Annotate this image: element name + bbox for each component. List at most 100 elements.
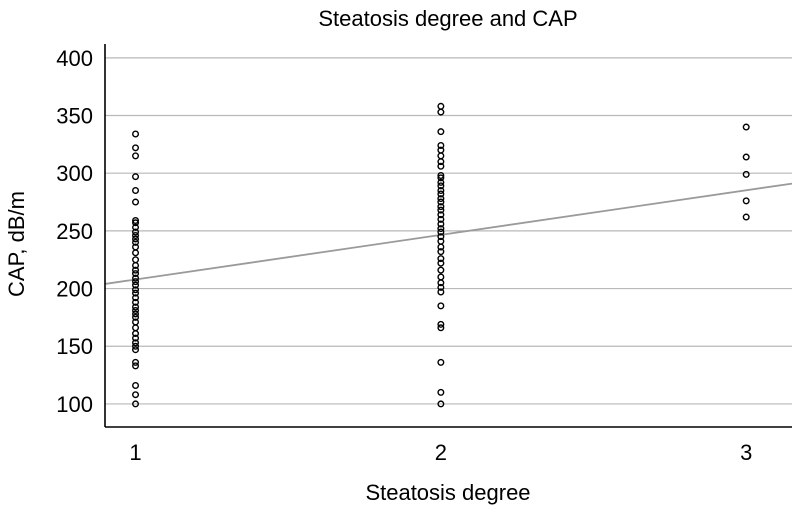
data-point [132,243,140,251]
data-point [742,170,750,178]
data-point [132,219,140,227]
data-point [437,146,445,154]
data-point [132,152,140,160]
x-tick-label: 3 [740,440,752,465]
data-point [437,128,445,136]
data-point [437,198,445,206]
data-point [132,228,140,236]
data-point [437,195,445,203]
y-tick-label: 350 [56,104,93,129]
data-point [437,388,445,396]
data-point [132,381,140,389]
data-point [132,306,140,314]
data-point [132,198,140,206]
data-point [437,211,445,219]
data-point [132,324,140,332]
data-point [132,144,140,152]
data-point [437,190,445,198]
data-point [132,294,140,302]
data-points [132,102,750,408]
data-point [437,206,445,214]
data-point [132,173,140,181]
data-point [437,228,445,236]
data-point [437,288,445,296]
data-point [132,358,140,366]
data-point [437,225,445,233]
data-point [132,346,140,354]
data-point [132,274,140,282]
data-point [132,318,140,326]
y-tick-label: 250 [56,219,93,244]
chart-title: Steatosis degree and CAP [318,6,577,31]
data-point [437,320,445,328]
data-point [742,123,750,131]
data-point [132,362,140,370]
data-point [437,102,445,110]
data-point [437,237,445,245]
data-point [132,187,140,195]
data-point [132,339,140,347]
y-tick-labels: 100 150 200 250 300 350 400 [56,46,93,417]
y-tick-label: 100 [56,392,93,417]
data-point [437,152,445,160]
data-point [437,220,445,228]
data-point [132,256,140,264]
gridlines [105,57,792,405]
y-tick-label: 400 [56,46,93,71]
data-point [132,310,140,318]
data-point [132,231,140,239]
y-tick-label: 300 [56,161,93,186]
data-point [132,334,140,342]
data-point [132,342,140,350]
data-point [437,162,445,170]
data-point [437,324,445,332]
data-point [132,238,140,246]
data-point [132,289,140,297]
data-point [132,298,140,306]
data-point [132,235,140,243]
data-point [437,233,445,241]
data-point [132,217,140,225]
data-point [132,391,140,399]
data-point [132,130,140,138]
data-point [132,400,140,408]
data-point [132,223,140,231]
data-point [437,142,445,150]
data-point [437,172,445,180]
x-tick-label: 2 [435,440,447,465]
data-point [742,197,750,205]
data-point [742,213,750,221]
x-tick-label: 1 [129,440,141,465]
regression-line [104,182,793,285]
data-point [132,313,140,321]
data-point [437,283,445,291]
y-axis-label: CAP, dB/m [4,191,29,297]
data-point [437,187,445,195]
y-tick-label: 200 [56,277,93,302]
y-tick-label: 150 [56,334,93,359]
data-point [437,400,445,408]
data-point [437,302,445,310]
data-point [437,273,445,281]
data-point [437,259,445,267]
regression-line-layer [104,182,793,285]
data-point [132,303,140,311]
data-point [437,203,445,211]
data-point [437,255,445,263]
data-point [437,248,445,256]
data-point [132,270,140,278]
data-point [437,178,445,186]
data-point [132,278,140,286]
data-point [437,266,445,274]
data-point [132,266,140,274]
x-tick-labels: 1 2 3 [129,440,752,465]
data-point [437,215,445,223]
data-point [437,174,445,182]
data-point [437,358,445,366]
data-point [742,153,750,161]
data-point [437,108,445,116]
x-axis-label: Steatosis degree [365,480,530,505]
data-point [132,286,140,294]
data-point [437,182,445,190]
